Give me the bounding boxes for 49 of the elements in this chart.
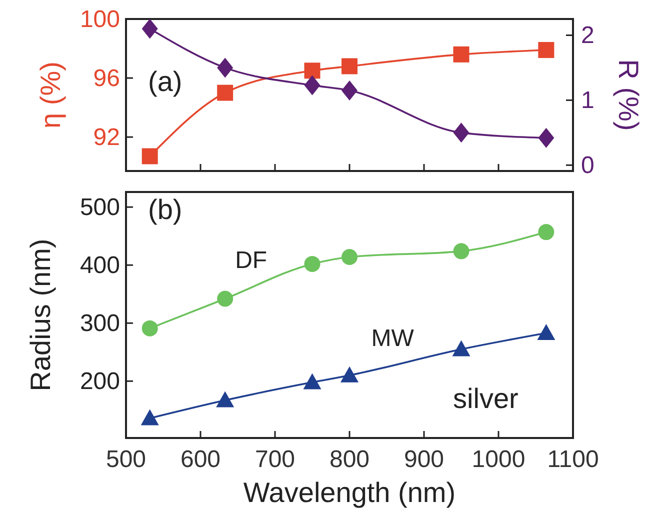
annotation: (b) xyxy=(148,194,182,225)
annotation: (a) xyxy=(148,66,182,97)
y-tick-label: 300 xyxy=(80,310,120,338)
series-label: MW xyxy=(371,325,414,352)
y-axis-title: η (%) xyxy=(35,62,66,128)
x-tick-label: 700 xyxy=(254,446,296,473)
y2-tick-label: 2 xyxy=(581,22,594,50)
annotation: silver xyxy=(453,383,518,414)
x-tick-label: 1100 xyxy=(547,446,599,473)
point xyxy=(453,243,470,260)
y-tick-label: 500 xyxy=(80,194,120,222)
point xyxy=(304,75,320,96)
y-tick-label: 92 xyxy=(93,124,120,152)
point xyxy=(216,391,234,408)
series-label: DF xyxy=(235,246,268,274)
x-tick-label: 900 xyxy=(404,446,444,473)
point xyxy=(303,373,322,390)
point xyxy=(304,256,320,272)
y2-tick-label: 0 xyxy=(581,152,594,180)
point xyxy=(453,46,470,62)
x-tick-label: 600 xyxy=(180,446,221,473)
point xyxy=(453,122,470,143)
point xyxy=(538,128,554,148)
point xyxy=(537,324,556,340)
point xyxy=(340,366,358,382)
y-tick-label: 100 xyxy=(80,6,120,33)
point xyxy=(217,290,234,307)
x-tick-label: 800 xyxy=(329,446,370,473)
point xyxy=(538,224,554,240)
y-tick-label: 400 xyxy=(80,252,120,280)
y2-tick-label: 1 xyxy=(581,87,594,114)
point xyxy=(342,58,358,74)
point xyxy=(342,80,358,100)
point xyxy=(142,18,158,39)
point xyxy=(140,409,159,426)
point xyxy=(217,84,234,101)
point xyxy=(452,340,470,356)
x-axis-title: Wavelength (nm) xyxy=(243,477,456,508)
point xyxy=(304,62,320,79)
point xyxy=(342,248,358,265)
y-tick-label: 200 xyxy=(80,368,120,396)
point xyxy=(142,320,158,336)
x-tick-label: 1000 xyxy=(472,446,526,473)
point xyxy=(217,58,234,78)
point xyxy=(142,148,158,164)
y-tick-label: 96 xyxy=(93,65,120,92)
y-axis-title: Radius (nm) xyxy=(25,238,56,392)
y2-axis-title: R (%) xyxy=(613,59,644,131)
point xyxy=(538,42,554,58)
